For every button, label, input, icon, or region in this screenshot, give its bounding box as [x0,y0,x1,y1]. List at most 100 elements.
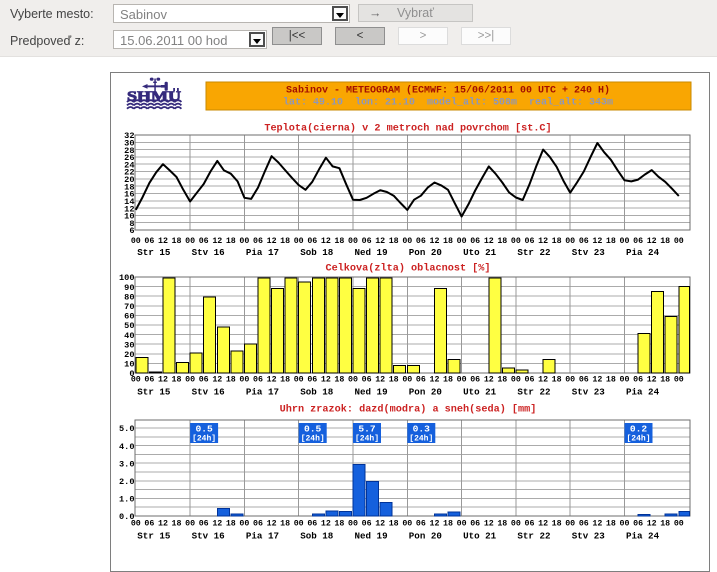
svg-text:18: 18 [226,375,236,384]
svg-text:18: 18 [497,519,507,528]
svg-text:32: 32 [124,131,134,141]
svg-text:06: 06 [579,519,589,528]
svg-text:18: 18 [334,237,344,246]
svg-text:00: 00 [511,237,521,246]
svg-text:00: 00 [457,375,467,384]
svg-text:18: 18 [443,519,453,528]
svg-text:12: 12 [430,519,440,528]
svg-text:06: 06 [470,519,480,528]
svg-text:Stv 23: Stv 23 [572,386,606,397]
svg-text:00: 00 [131,237,141,246]
svg-text:0.5: 0.5 [195,424,213,435]
svg-text:12: 12 [321,237,331,246]
svg-text:Celkova(zlta) oblacnost [%]: Celkova(zlta) oblacnost [%] [325,263,490,275]
svg-text:00: 00 [457,519,467,528]
svg-text:0.0: 0.0 [119,512,134,522]
svg-text:Pon 20: Pon 20 [409,530,442,541]
svg-text:Uto 21: Uto 21 [463,386,497,397]
svg-text:18: 18 [334,375,344,384]
svg-text:06: 06 [253,375,263,384]
svg-text:Sob 18: Sob 18 [300,530,334,541]
svg-text:06: 06 [362,237,372,246]
svg-text:00: 00 [131,375,141,384]
svg-text:12: 12 [212,237,222,246]
svg-text:12: 12 [484,519,494,528]
svg-text:[24h]: [24h] [409,435,433,444]
svg-text:06: 06 [253,237,263,246]
svg-text:Stv 23: Stv 23 [572,530,606,541]
svg-text:18: 18 [280,237,290,246]
svg-text:18: 18 [443,375,453,384]
svg-text:Uto 21: Uto 21 [463,530,497,541]
svg-text:60: 60 [124,312,134,322]
svg-text:Str 22: Str 22 [517,530,550,541]
svg-text:[24h]: [24h] [355,435,379,444]
svg-text:5.0: 5.0 [119,424,134,434]
svg-text:Pia 24: Pia 24 [626,386,660,397]
svg-text:00: 00 [674,237,684,246]
svg-text:0.5: 0.5 [304,424,322,435]
svg-text:Stv 23: Stv 23 [572,247,606,258]
svg-text:06: 06 [633,375,643,384]
svg-text:12: 12 [158,237,168,246]
svg-text:Stv 16: Stv 16 [192,386,225,397]
svg-text:06: 06 [144,375,154,384]
svg-text:[24h]: [24h] [192,435,216,444]
svg-text:18: 18 [606,237,616,246]
svg-text:18: 18 [552,375,562,384]
svg-text:06: 06 [416,375,426,384]
svg-text:4.0: 4.0 [119,442,134,452]
svg-text:00: 00 [348,375,358,384]
svg-text:00: 00 [620,375,630,384]
svg-text:[24h]: [24h] [301,435,325,444]
svg-text:00: 00 [565,375,575,384]
svg-text:0.2: 0.2 [630,424,648,435]
svg-text:12: 12 [321,519,331,528]
svg-text:12: 12 [538,519,548,528]
svg-text:06: 06 [633,519,643,528]
svg-text:Ned 19: Ned 19 [355,247,388,258]
svg-text:06: 06 [579,237,589,246]
svg-text:12: 12 [430,237,440,246]
svg-text:Uto 21: Uto 21 [463,247,497,258]
svg-text:Str 22: Str 22 [517,386,550,397]
svg-text:Pia 24: Pia 24 [626,530,660,541]
svg-text:06: 06 [470,237,480,246]
svg-text:00: 00 [185,237,195,246]
svg-text:20: 20 [124,175,134,185]
svg-text:06: 06 [633,237,643,246]
svg-text:40: 40 [124,331,134,341]
svg-text:12: 12 [484,375,494,384]
svg-text:Str 15: Str 15 [137,386,171,397]
svg-text:18: 18 [226,237,236,246]
svg-text:22: 22 [124,168,134,178]
svg-text:06: 06 [307,237,317,246]
svg-text:06: 06 [307,519,317,528]
svg-text:00: 00 [402,519,412,528]
svg-text:Ned 19: Ned 19 [355,386,388,397]
svg-text:06: 06 [470,375,480,384]
svg-text:Str 22: Str 22 [517,247,550,258]
svg-text:00: 00 [294,519,304,528]
svg-text:Pon 20: Pon 20 [409,386,442,397]
svg-text:06: 06 [416,519,426,528]
svg-text:00: 00 [674,519,684,528]
svg-text:12: 12 [212,375,222,384]
svg-text:06: 06 [144,237,154,246]
svg-text:Sabinov - METEOGRAM (ECMWF: 15: Sabinov - METEOGRAM (ECMWF: 15/06/2011 0… [286,85,610,97]
svg-text:18: 18 [497,375,507,384]
svg-text:18: 18 [172,519,182,528]
svg-text:06: 06 [307,375,317,384]
svg-text:12: 12 [124,204,134,214]
svg-text:18: 18 [280,375,290,384]
svg-text:12: 12 [647,375,657,384]
svg-text:00: 00 [674,375,684,384]
svg-text:06: 06 [362,519,372,528]
svg-text:12: 12 [321,375,331,384]
svg-text:00: 00 [511,375,521,384]
svg-text:00: 00 [185,375,195,384]
svg-text:18: 18 [389,519,399,528]
svg-text:06: 06 [362,375,372,384]
svg-text:12: 12 [375,519,385,528]
svg-text:00: 00 [402,375,412,384]
